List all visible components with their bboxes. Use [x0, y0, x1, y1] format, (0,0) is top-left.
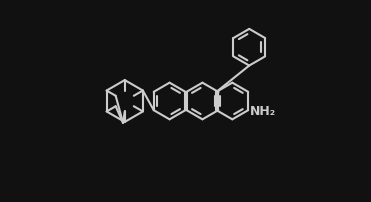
Text: NH₂: NH₂: [250, 105, 276, 118]
